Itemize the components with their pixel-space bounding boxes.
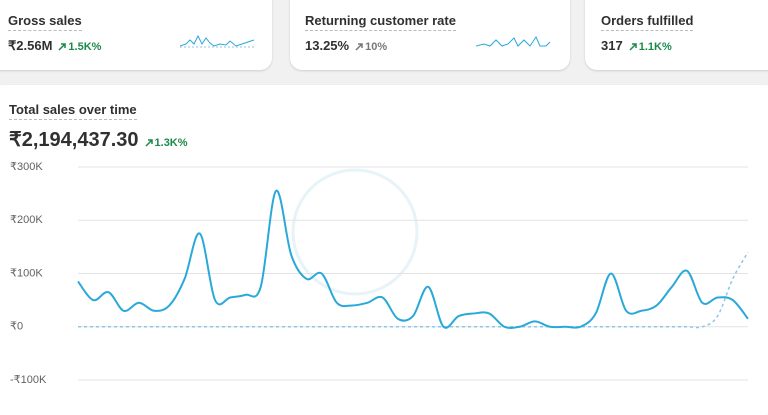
change-text: 10%: [365, 41, 388, 53]
chart-total: ₹2,194,437.30 1.3K%: [9, 127, 188, 152]
comparison-line: [78, 251, 749, 329]
change: 1.1K%: [629, 41, 672, 53]
total: ₹2,194,437.30: [9, 129, 139, 151]
y-tick-label: ₹0: [10, 321, 23, 333]
arrow-icon: [629, 43, 637, 51]
card-title: Orders fulfilled: [601, 13, 694, 31]
change: 10%: [355, 41, 387, 53]
value: 13.25%: [305, 38, 350, 53]
value: 317: [601, 38, 623, 53]
watermark: [291, 168, 419, 296]
card[interactable]: Gross sales ₹2.56M 1.5K%: [0, 0, 272, 70]
sales-line: [77, 189, 749, 329]
y-tick-label: -₹100K: [10, 374, 47, 386]
value: ₹2.56M: [8, 38, 53, 53]
arrow-icon: [58, 43, 67, 51]
y-tick-label: ₹200K: [10, 214, 43, 226]
card-title: Gross sales: [8, 13, 82, 31]
change-text: 1.3K%: [154, 137, 188, 149]
change: 1.3K%: [144, 137, 188, 149]
card[interactable]: Returning customer rate 13.25% 10%: [290, 0, 570, 70]
change-text: 1.1K%: [638, 41, 672, 53]
y-tick-label: ₹100K: [10, 267, 43, 279]
card[interactable]: Orders fulfilled 317 1.1K%: [585, 0, 768, 70]
arrow-icon: [355, 43, 363, 51]
card-value: 317 1.1K%: [601, 38, 672, 53]
arrow-icon: [144, 139, 153, 147]
sparkline: [476, 35, 551, 47]
card-value: 13.25% 10%: [305, 38, 387, 53]
y-tick-label: ₹300K: [10, 161, 43, 173]
change: 1.5K%: [58, 41, 101, 53]
change-text: 1.5K%: [68, 41, 102, 53]
chart: ₹300K ₹200K ₹100K ₹0 -₹100K: [10, 161, 749, 386]
chart-title: Total sales over time: [9, 102, 137, 120]
card-value: ₹2.56M 1.5K%: [8, 38, 101, 54]
sparkline: [180, 34, 256, 48]
card-title: Returning customer rate: [305, 13, 456, 31]
chart-card: Total sales over time ₹2,194,437.30 1.3K%: [0, 85, 768, 415]
